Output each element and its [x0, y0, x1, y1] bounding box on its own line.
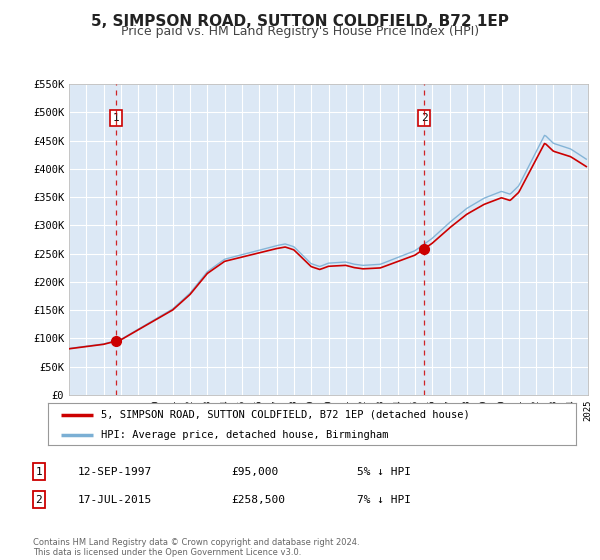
- Text: 7% ↓ HPI: 7% ↓ HPI: [357, 494, 411, 505]
- Text: Contains HM Land Registry data © Crown copyright and database right 2024.
This d: Contains HM Land Registry data © Crown c…: [33, 538, 359, 557]
- Text: 5, SIMPSON ROAD, SUTTON COLDFIELD, B72 1EP (detached house): 5, SIMPSON ROAD, SUTTON COLDFIELD, B72 1…: [101, 410, 470, 420]
- Text: 1: 1: [35, 466, 43, 477]
- Text: 5% ↓ HPI: 5% ↓ HPI: [357, 466, 411, 477]
- Text: 2: 2: [35, 494, 43, 505]
- Text: £258,500: £258,500: [231, 494, 285, 505]
- Text: HPI: Average price, detached house, Birmingham: HPI: Average price, detached house, Birm…: [101, 430, 388, 440]
- Text: 17-JUL-2015: 17-JUL-2015: [78, 494, 152, 505]
- Text: 2: 2: [421, 113, 428, 123]
- Text: 5, SIMPSON ROAD, SUTTON COLDFIELD, B72 1EP: 5, SIMPSON ROAD, SUTTON COLDFIELD, B72 1…: [91, 14, 509, 29]
- Text: 1: 1: [113, 113, 119, 123]
- Text: 12-SEP-1997: 12-SEP-1997: [78, 466, 152, 477]
- Text: £95,000: £95,000: [231, 466, 278, 477]
- Text: Price paid vs. HM Land Registry's House Price Index (HPI): Price paid vs. HM Land Registry's House …: [121, 25, 479, 38]
